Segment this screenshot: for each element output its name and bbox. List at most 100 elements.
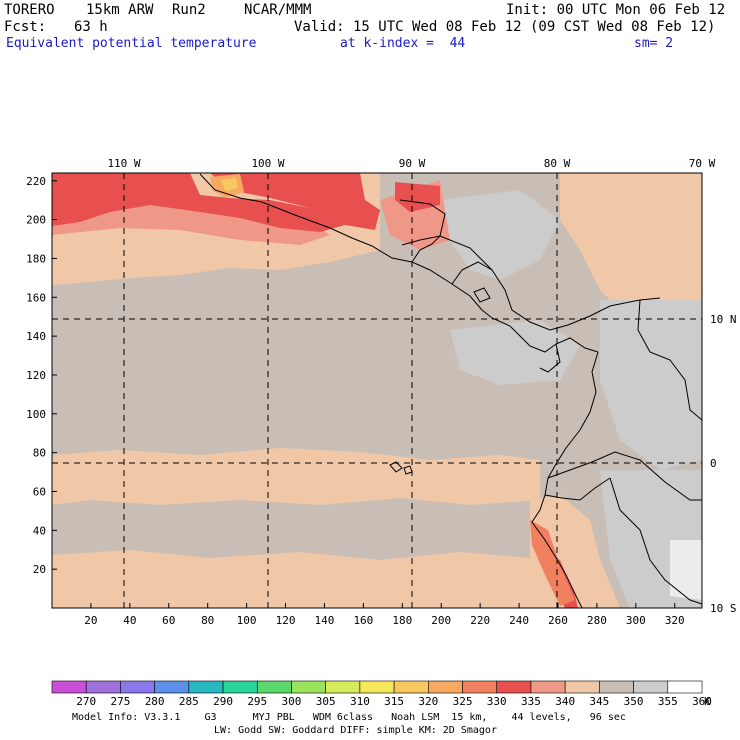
latitude-labels: 10 N 0 10 S	[710, 313, 737, 615]
footer-model-info: Model Info: V3.3.1 G3 MYJ PBL WDM 6class…	[72, 712, 626, 723]
x-tick-label: 140	[315, 614, 335, 627]
legend-value: 320	[418, 695, 438, 708]
border-colombia-ecuador	[547, 451, 702, 501]
lat-label: 10 S	[710, 602, 737, 615]
legend-value: 305	[316, 695, 336, 708]
y-tick-label: 180	[26, 252, 46, 265]
field-band-330-mexico	[210, 173, 380, 230]
field-band-330-pacific	[52, 173, 345, 232]
y-tick-label: 80	[33, 447, 46, 460]
x-tick-label: 260	[548, 614, 568, 627]
legend-swatch	[154, 680, 190, 694]
lat-label: 10 N	[710, 313, 737, 326]
legend-swatch	[530, 680, 566, 694]
field-band-340-east	[560, 173, 702, 330]
x-tick-label: 60	[162, 614, 175, 627]
header-resolution: 15km ARW	[86, 2, 154, 18]
lon-label: 80 W	[544, 157, 571, 170]
legend-value: 300	[282, 695, 302, 708]
legend-swatch	[633, 680, 669, 694]
legend-swatch	[496, 680, 532, 694]
x-tick-label: 240	[509, 614, 529, 627]
legend-value: 290	[213, 695, 233, 708]
coastlines	[199, 173, 702, 608]
border-panama	[539, 343, 561, 373]
y-tick-label: 100	[26, 408, 46, 421]
legend-swatch	[599, 680, 634, 694]
field-patch-350-central-america	[440, 190, 560, 280]
legend-swatch	[667, 680, 703, 694]
color-legend: 270 275 280 285 290 295 300 305 310 315 320 325 330 3…	[51, 680, 712, 708]
header-model: TORERO	[4, 2, 55, 18]
y-axis: 20 40 60 80 100 120 140 160 180 200 220	[26, 175, 57, 576]
x-tick-label: 220	[470, 614, 490, 627]
coast-caribbean	[401, 235, 661, 331]
legend-swatch	[462, 680, 498, 694]
legend-value: 355	[658, 695, 678, 708]
field-band-330-gulf	[395, 182, 440, 212]
graticule	[52, 173, 702, 608]
field-band-340-south	[52, 550, 530, 608]
x-tick-label: 20	[84, 614, 97, 627]
legend-value: 315	[384, 695, 404, 708]
legend-value: 280	[145, 695, 165, 708]
header-level: at k-index = 44	[340, 36, 466, 51]
coast-south-america-west	[531, 351, 599, 608]
y-tick-label: 40	[33, 524, 46, 537]
x-tick-label: 300	[626, 614, 646, 627]
plot-frame	[51, 172, 703, 609]
theta-e-field	[52, 173, 702, 608]
legend-value: 350	[624, 695, 644, 708]
legend-swatch	[393, 680, 429, 694]
x-tick-label: 100	[237, 614, 257, 627]
y-tick-label: 60	[33, 485, 46, 498]
coast-yucatan	[399, 199, 446, 237]
legend-value: 325	[453, 695, 473, 708]
legend-value: 295	[247, 695, 267, 708]
legend-value: 340	[555, 695, 575, 708]
header-smoothing: sm= 2	[634, 36, 674, 51]
header-init: Init: 00 UTC Mon 06 Feb 12	[506, 2, 726, 18]
border-peru-brazil	[609, 477, 702, 605]
lon-label: 100 W	[251, 157, 284, 170]
field-band-335-peru	[530, 520, 575, 606]
legend-value: 275	[110, 695, 130, 708]
y-tick-label: 160	[26, 291, 46, 304]
field-band-340-equator	[52, 448, 540, 505]
x-tick-label: 40	[123, 614, 136, 627]
field-patch-355-amazon	[670, 540, 702, 600]
legend-swatch	[359, 680, 395, 694]
legend-swatch	[51, 680, 87, 694]
x-tick-label: 320	[665, 614, 685, 627]
x-tick-label: 280	[587, 614, 607, 627]
header-fcst-label: Fcst:	[4, 19, 47, 35]
field-patch-350-colombia	[600, 300, 702, 470]
header-valid: Valid: 15 UTC Wed 08 Feb 12 (09 CST Wed …	[294, 19, 716, 35]
field-hotspot-320	[220, 178, 238, 191]
border-central-america-2	[451, 261, 493, 285]
border-central-america-1	[411, 235, 441, 263]
x-tick-label: 120	[276, 614, 296, 627]
lon-label: 110 W	[107, 157, 140, 170]
header-field: Equivalent potential temperature	[6, 36, 257, 51]
y-tick-label: 120	[26, 369, 46, 382]
footer-physics: LW: Godd SW: Goddard DIFF: simple KM: 2D…	[214, 725, 497, 736]
legend-swatch	[325, 680, 361, 694]
coast-lake-nicaragua	[473, 287, 491, 303]
legend-value: 270	[76, 695, 96, 708]
header-run: Run2	[172, 2, 206, 18]
legend-value: 360	[692, 695, 712, 708]
legend-swatch	[256, 680, 292, 694]
header-fcst-value: 63 h	[74, 19, 108, 35]
lon-label: 70 W	[689, 157, 716, 170]
legend-unit: K	[704, 695, 711, 708]
x-tick-label: 80	[201, 614, 214, 627]
x-axis: 20 40 60 80 100 120 140 160 180 200 220 240 260 280 30…	[84, 603, 685, 627]
lon-label: 90 W	[399, 157, 426, 170]
x-tick-label: 200	[431, 614, 451, 627]
field-patch-350-panama	[450, 320, 580, 385]
x-tick-label: 160	[353, 614, 373, 627]
header-org: NCAR/MMM	[244, 2, 312, 18]
legend-swatch	[188, 680, 224, 694]
